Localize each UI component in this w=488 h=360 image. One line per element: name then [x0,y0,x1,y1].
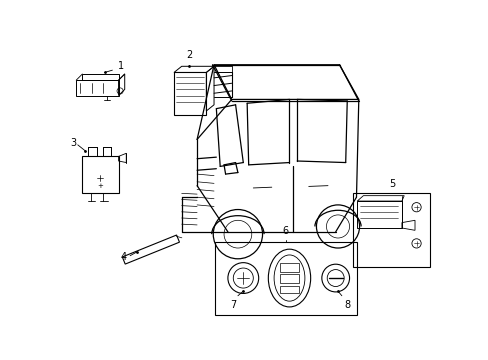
Text: +: + [97,183,103,189]
Bar [353,193,429,266]
Text: 6: 6 [282,226,288,236]
Bar [280,274,298,283]
Bar [280,286,298,293]
Bar [280,263,298,272]
Text: 5: 5 [388,180,394,189]
Text: 7: 7 [230,300,236,310]
Text: 2: 2 [186,50,192,60]
Text: 4: 4 [121,252,127,262]
Bar [214,242,357,315]
Bar [81,156,118,193]
Text: 1: 1 [118,61,123,71]
Text: 3: 3 [70,138,76,148]
Text: 8: 8 [344,300,349,310]
Bar [174,72,206,115]
Bar [357,201,401,228]
